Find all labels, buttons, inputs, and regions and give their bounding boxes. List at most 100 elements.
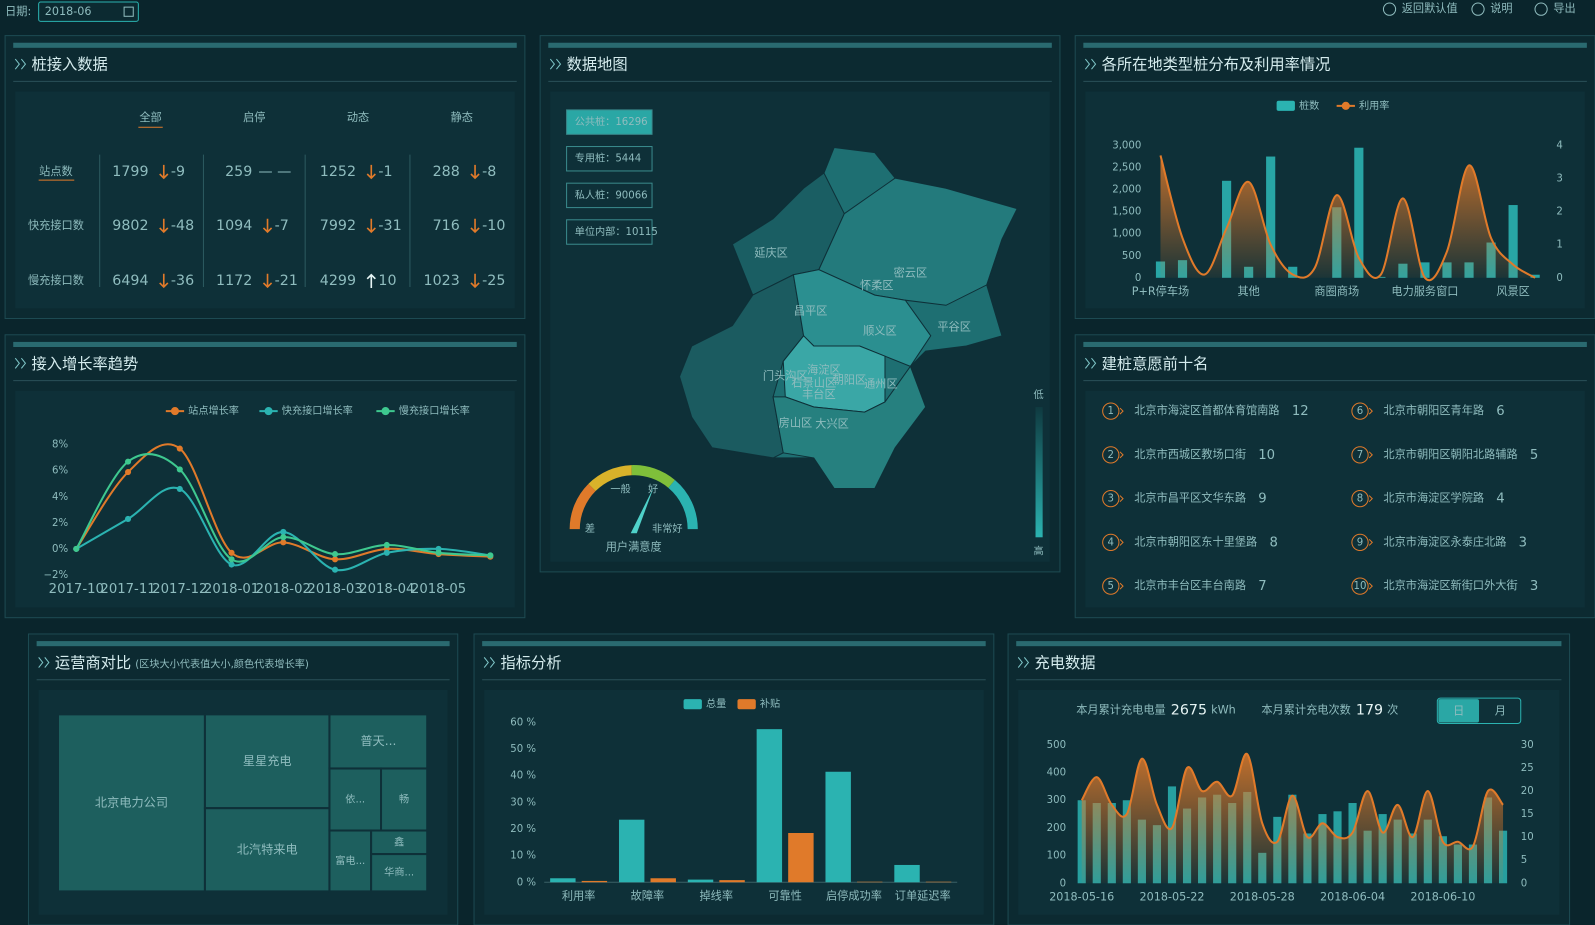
x-tick-label: 2018-05-28 [1230,891,1295,904]
date-picker[interactable]: 2018-06 [38,1,139,22]
rank-pointer [1119,451,1124,459]
line-point [331,551,339,558]
rank-count: 3 [1530,579,1538,594]
x-tick-label: 2018-05-22 [1139,891,1204,904]
arrow-down [470,164,480,180]
arrow-up [366,273,376,288]
arrow-down [262,218,273,234]
cell-change: -21 [275,273,298,289]
cell-change: -25 [482,273,505,289]
y-tick-label: 30 % [510,797,536,808]
bar [1354,147,1364,278]
toggle-active[interactable] [1438,699,1480,723]
panel-title: 指标分析 [500,654,561,672]
rank-badge [1102,489,1120,508]
cell-change: -9 [171,164,185,180]
scale-high: 高 [1034,545,1044,558]
date-input[interactable] [38,1,139,22]
header-action[interactable]: 导出 [1534,1,1576,16]
treemap-cell [328,829,373,893]
district-label: 延庆区 [754,245,788,259]
rank-count: 6 [1496,404,1504,419]
treemap-label: 畅 [399,793,409,806]
legend-label: 快充接口增长率 [282,404,353,417]
rank-name: 北京市昌平区文华东路 [1134,491,1246,505]
bar [550,878,576,883]
x-tick-label: 2018-01 [204,582,259,597]
action-label[interactable]: 说明 [1490,1,1512,15]
map-legend-value: 90066 [615,190,647,201]
action-label[interactable]: 返回默认值 [1402,2,1458,15]
y-tick-label: 4% [52,492,68,503]
map-legend-label: 专用桩： [575,152,616,165]
rank-pointer [1368,582,1373,590]
panel-title: 充电数据 [1035,654,1096,672]
rank-number: 5 [1108,581,1114,592]
x-tick-label: 2018-02 [256,582,311,597]
bar [581,880,608,883]
line-point [383,549,390,556]
action-icon [1382,2,1397,16]
rank-count: 10 [1258,448,1275,463]
panel-top-bar [36,641,450,647]
cell-value: 4299 [320,273,356,289]
bar [756,729,783,883]
rank-number: 4 [1108,537,1114,548]
legend-label: 桩数 [1299,99,1319,112]
x-tick-label: 利用率 [562,889,596,903]
gauge-level: 差 [585,522,595,535]
legend-swatch [381,407,390,416]
map-legend-text: 公共桩：16296 [575,115,648,128]
y2-tick-label: 2 [1556,207,1562,218]
date-value[interactable]: 2018-06 [45,5,92,18]
treemap-label: 富电... [335,854,365,867]
line-point [228,561,235,568]
rank-count: 12 [1292,404,1309,419]
x-tick-label: 2018-06-04 [1320,891,1385,904]
rank-pointer [1368,538,1373,546]
map-region [772,365,927,489]
map-legend-box [566,182,653,209]
y-tick-label: 0 [1060,878,1066,889]
rank-badge [1351,489,1369,508]
cell-value: 9802 [112,218,148,234]
chevron-icon [549,58,562,70]
y-tick-label: 2,000 [1112,185,1141,196]
y-tick-label: 60 % [510,717,536,728]
line-point [73,545,80,552]
line-point [280,528,287,536]
map-legend-value: 16296 [615,117,647,128]
toggle-button[interactable]: 月 [1495,704,1506,717]
district-label: 昌平区 [794,304,828,317]
rank-badge [1102,533,1120,552]
line-point [383,541,390,549]
calendar-icon [123,6,134,17]
y-tick-label: 50 % [510,744,536,755]
header-action[interactable]: 说明 [1471,1,1513,16]
gauge-segment [588,465,633,492]
rank-name: 北京市海淀区新街口外大街 [1383,578,1517,592]
treemap-cell [380,767,429,832]
district-label: 密云区 [894,266,928,280]
summary-value: 2675 [1171,702,1207,718]
rank-name: 北京市海淀区首都体育馆南路 [1134,403,1279,417]
header-action[interactable]: 返回默认值 [1382,2,1458,16]
rank-number: 6 [1357,406,1363,417]
arrow-down [159,273,169,289]
rank-badge [1351,402,1369,420]
rank-pointer [1368,451,1373,459]
y-tick-label: 40 % [510,771,536,782]
line [75,452,491,563]
action-label[interactable]: 导出 [1553,1,1575,15]
summary-value: 179 [1356,702,1383,718]
x-tick-label: 其他 [1237,285,1259,298]
panel-title: 数据地图 [567,56,628,74]
y-tick-label: 0% [52,544,68,555]
x-tick-label: 故障率 [631,889,665,903]
toggle-button[interactable]: 日 [1453,704,1464,717]
district-label: 房山区 [779,416,813,429]
line-point [280,534,287,541]
treemap-cell [328,713,429,770]
bar [1288,266,1298,278]
